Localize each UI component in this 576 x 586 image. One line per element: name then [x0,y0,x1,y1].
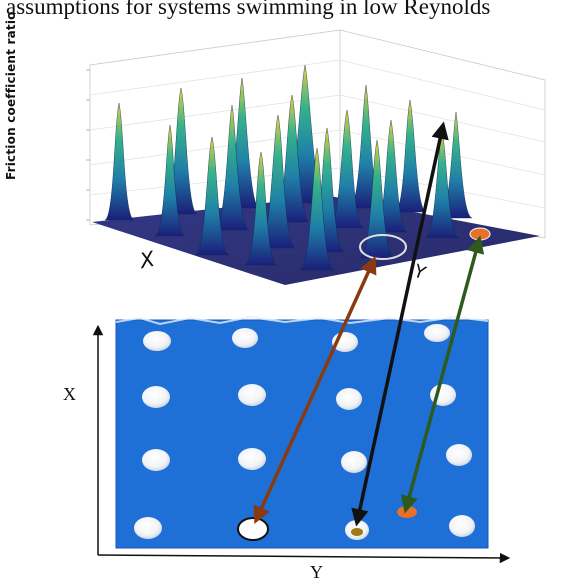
arrow-black [351,121,449,527]
array-y-axis-label: Y [310,562,323,582]
highlighted-pillar [237,517,269,541]
caption-fragment: assumptions for systems swimming in low … [6,0,491,19]
pillar-array-image [115,315,489,549]
pillar-dot [351,528,363,536]
array-x-axis-label: X [63,384,76,404]
y-axis-2d [97,552,511,564]
orange-marker-3d [469,227,491,241]
orange-marker-2d [397,506,417,518]
arrow-green [400,235,485,514]
z-axis-label: Friction coefficient ratio [4,11,18,180]
surface-ticks [86,69,90,221]
substrate [116,320,488,548]
